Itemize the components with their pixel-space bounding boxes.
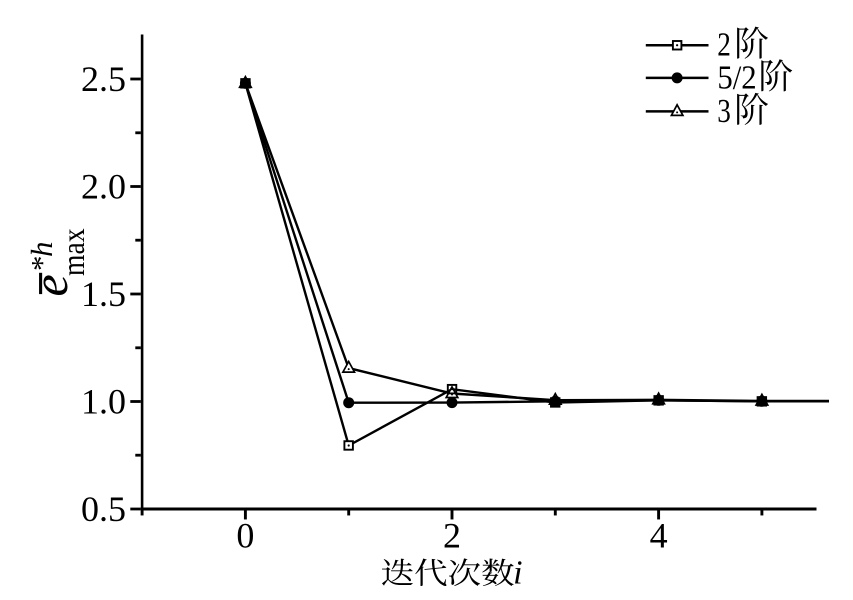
svg-text:2: 2: [717, 27, 731, 64]
svg-text:*h: *h: [24, 242, 59, 273]
svg-text:2.5: 2.5: [81, 59, 126, 99]
svg-text:5/2: 5/2: [717, 59, 756, 96]
svg-text:4: 4: [650, 516, 668, 556]
svg-text:e: e: [22, 274, 78, 296]
svg-text:2: 2: [443, 516, 461, 556]
svg-text:0: 0: [236, 516, 254, 556]
svg-text:i: i: [513, 555, 522, 592]
svg-text:0.5: 0.5: [81, 489, 126, 529]
svg-text:1.5: 1.5: [81, 274, 126, 314]
svg-text:1.0: 1.0: [81, 382, 126, 422]
svg-text:2.0: 2.0: [81, 167, 126, 207]
svg-text:3: 3: [717, 93, 731, 130]
svg-text:max: max: [56, 228, 91, 276]
